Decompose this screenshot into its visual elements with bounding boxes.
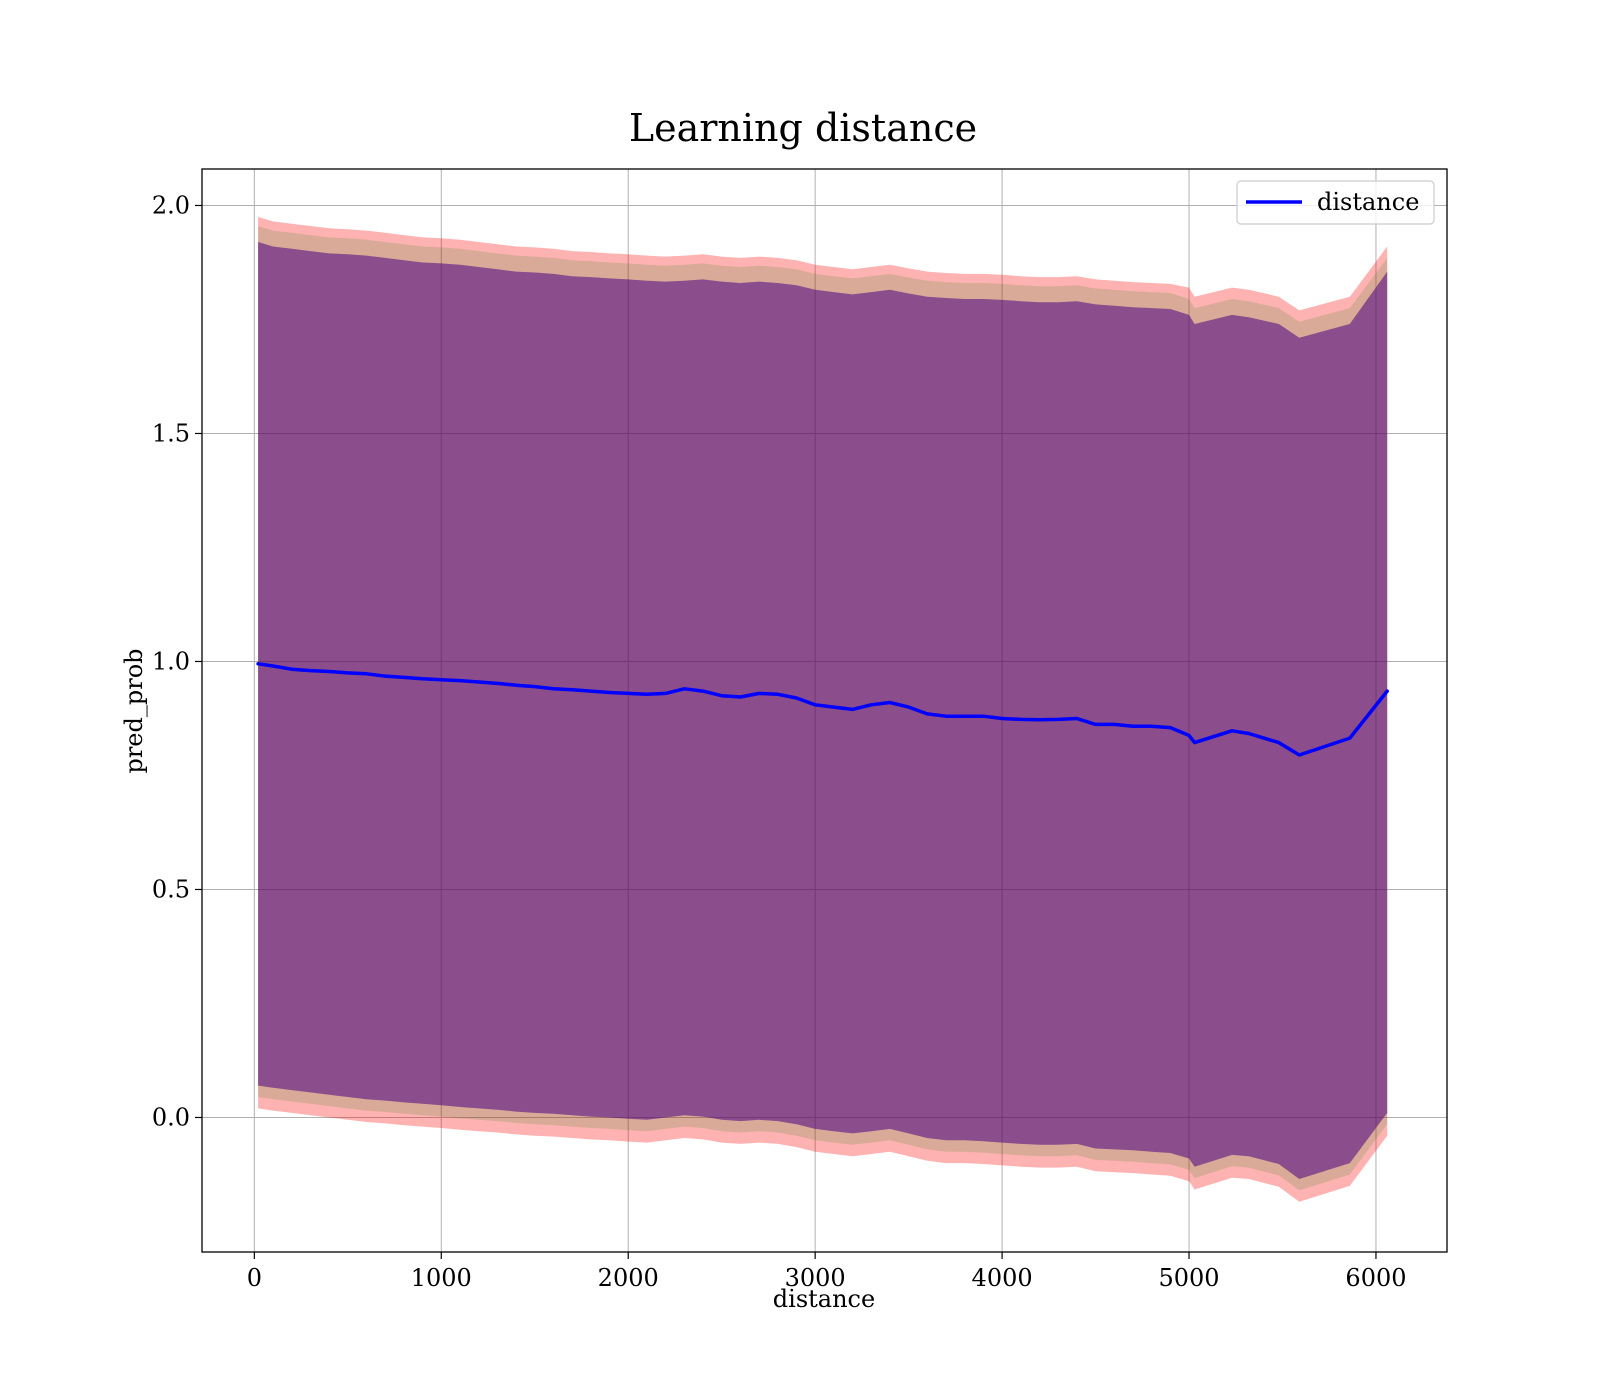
x-tick-label-2: 2000 — [598, 1264, 659, 1292]
confidence-band-2 — [258, 242, 1388, 1179]
data-series — [256, 662, 1389, 757]
series-line-0 — [256, 662, 1389, 757]
legend: distance — [1236, 180, 1435, 225]
confidence-bands — [258, 216, 1388, 1202]
x-tick-label-4: 4000 — [972, 1264, 1033, 1292]
x-tick-label-6: 6000 — [1345, 1264, 1406, 1292]
x-tick-label-3: 3000 — [785, 1264, 846, 1292]
y-tick-label-2: 1.0 — [152, 647, 190, 675]
x-tick-label-0: 0 — [247, 1264, 262, 1292]
chart-title: Learning distance — [629, 106, 977, 150]
y-tick-label-1: 0.5 — [152, 875, 190, 903]
legend-entry-distance: distance — [1317, 188, 1419, 216]
y-tick-label-0: 0.0 — [152, 1103, 190, 1131]
y-tick-label-4: 2.0 — [152, 191, 190, 219]
x-tick-label-5: 5000 — [1158, 1264, 1219, 1292]
x-axis-label: distance — [773, 1285, 875, 1313]
x-tick-label-1: 1000 — [411, 1264, 472, 1292]
y-axis-ticks: 0.0 0.5 1.0 1.5 2.0 — [152, 191, 202, 1131]
legend-box — [1236, 180, 1435, 225]
y-tick-label-3: 1.5 — [152, 419, 190, 447]
plot-area-frame — [201, 168, 1448, 1253]
x-axis-ticks: 0 1000 2000 3000 4000 5000 6000 — [247, 1252, 1407, 1292]
y-axis-label: pred_prob — [120, 648, 148, 773]
